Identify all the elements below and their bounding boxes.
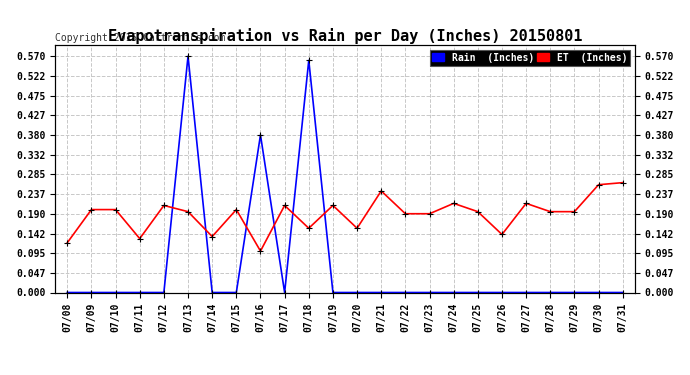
Text: Copyright 2015 Cartronics.com: Copyright 2015 Cartronics.com — [55, 33, 226, 42]
Title: Evapotranspiration vs Rain per Day (Inches) 20150801: Evapotranspiration vs Rain per Day (Inch… — [108, 28, 582, 44]
Legend: Rain  (Inches), ET  (Inches): Rain (Inches), ET (Inches) — [430, 50, 630, 66]
